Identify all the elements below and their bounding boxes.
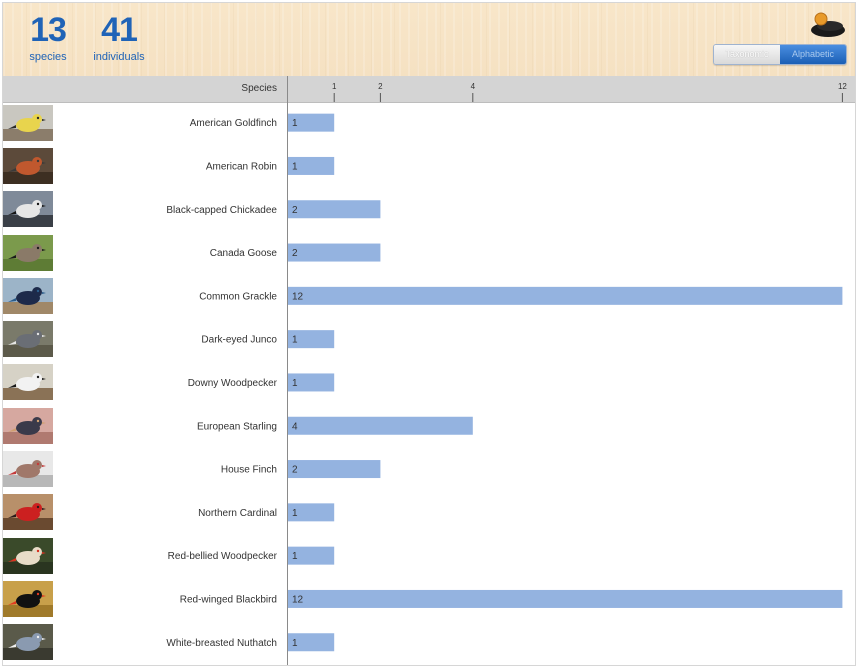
sort-taxonomic-button[interactable]: Taxonomic: [714, 45, 780, 64]
species-name-label[interactable]: Canada Goose: [210, 248, 278, 259]
x-tick-label: 4: [471, 82, 476, 91]
individuals-count: 41: [101, 11, 138, 49]
count-bar-label: 1: [292, 378, 298, 389]
species-name-label[interactable]: Common Grackle: [199, 291, 277, 302]
canada-goose-photo[interactable]: [3, 234, 53, 271]
european-starling-photo[interactable]: [3, 407, 53, 444]
column-header: Species: [3, 76, 855, 103]
individuals-stat: 41 individuals: [89, 11, 149, 64]
count-bar-label: 1: [292, 335, 298, 346]
count-bar-label: 1: [292, 161, 298, 172]
species-stat: 13 species: [28, 11, 68, 64]
species-name-label[interactable]: Red-bellied Woodpecker: [168, 551, 278, 562]
count-bar-label: 12: [292, 594, 304, 605]
count-bar-label: 2: [292, 465, 298, 476]
species-name-label[interactable]: American Goldfinch: [190, 118, 277, 129]
count-bar[interactable]: [288, 373, 335, 392]
count-bar[interactable]: [288, 460, 381, 479]
count-bar-label: 1: [292, 551, 298, 562]
species-name-label[interactable]: Downy Woodpecker: [188, 378, 278, 389]
downy-woodpecker-photo[interactable]: [3, 364, 53, 401]
count-bar[interactable]: [288, 156, 335, 175]
red-winged-blackbird-photo[interactable]: [3, 580, 53, 617]
species-name-label[interactable]: House Finch: [221, 465, 277, 476]
count-bar-label: 1: [292, 118, 298, 129]
count-bar[interactable]: [288, 113, 335, 132]
count-bar[interactable]: [288, 503, 335, 522]
count-bar[interactable]: [288, 633, 335, 652]
x-tick-label: 12: [838, 82, 847, 91]
species-name-label[interactable]: Dark-eyed Junco: [201, 335, 277, 346]
summary-header: 13 species 41 individuals Taxonomic Alph…: [3, 3, 855, 76]
species-count: 13: [30, 11, 67, 49]
american-robin-photo[interactable]: [3, 147, 53, 184]
x-tick-label: 1: [332, 82, 337, 91]
species-count-label: species: [29, 51, 67, 63]
ebird-logo-icon: [811, 12, 845, 37]
species-name-label[interactable]: American Robin: [206, 161, 277, 172]
count-bar[interactable]: [288, 546, 335, 565]
count-bar-label: 1: [292, 638, 298, 649]
species-name-label[interactable]: European Starling: [197, 421, 277, 432]
count-bar[interactable]: [288, 416, 473, 435]
sort-toggle[interactable]: Taxonomic Alphabetic: [713, 44, 847, 65]
white-breasted-nuthatch-photo[interactable]: [3, 624, 53, 661]
individuals-count-label: individuals: [93, 51, 145, 63]
count-bar-label: 2: [292, 248, 298, 259]
count-bar-label: 1: [292, 508, 298, 519]
species-column-label: Species: [241, 83, 277, 94]
black-capped-chickadee-photo[interactable]: [3, 191, 53, 228]
count-bar-label: 4: [292, 421, 298, 432]
count-bar[interactable]: [288, 200, 381, 219]
dark-eyed-junco-photo[interactable]: [3, 321, 53, 358]
count-bar[interactable]: [288, 286, 843, 305]
chart-axis-line: [287, 76, 288, 665]
count-bar[interactable]: [288, 330, 335, 349]
count-bar-label: 2: [292, 205, 298, 216]
red-bellied-woodpecker-photo[interactable]: [3, 537, 53, 574]
sort-alphabetic-button[interactable]: Alphabetic: [780, 45, 846, 64]
species-name-label[interactable]: Red-winged Blackbird: [180, 594, 277, 605]
house-finch-photo[interactable]: [3, 451, 53, 488]
species-name-label[interactable]: Northern Cardinal: [198, 508, 277, 519]
x-tick-label: 2: [378, 82, 383, 91]
count-bar[interactable]: [288, 589, 843, 608]
species-name-label[interactable]: Black-capped Chickadee: [166, 205, 277, 216]
species-name-label[interactable]: White-breasted Nuthatch: [166, 638, 277, 649]
count-bar[interactable]: [288, 243, 381, 262]
common-grackle-photo[interactable]: [3, 277, 53, 314]
american-goldfinch-photo[interactable]: [3, 104, 53, 141]
northern-cardinal-photo[interactable]: [3, 494, 53, 531]
count-bar-label: 12: [292, 291, 304, 302]
